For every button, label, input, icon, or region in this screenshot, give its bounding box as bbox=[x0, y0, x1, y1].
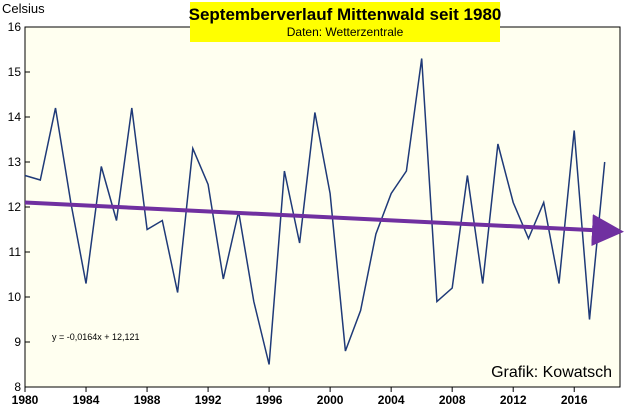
x-tick-label: 1984 bbox=[73, 393, 100, 407]
x-tick-label: 2000 bbox=[317, 393, 344, 407]
y-tick-label: 10 bbox=[8, 290, 22, 304]
title-box bbox=[190, 2, 500, 42]
y-tick-label: 14 bbox=[8, 110, 22, 124]
x-tick-label: 2012 bbox=[500, 393, 527, 407]
chart-title: Septemberverlauf Mittenwald seit 1980 bbox=[189, 5, 502, 24]
x-tick-label: 1996 bbox=[256, 393, 283, 407]
trendline-arrow bbox=[24, 200, 624, 247]
x-tick-label: 1980 bbox=[12, 393, 39, 407]
y-axis-label: Celsius bbox=[2, 1, 45, 16]
series-line bbox=[24, 58, 606, 365]
y-tick-label: 9 bbox=[14, 335, 21, 349]
trendline-layer bbox=[24, 200, 624, 247]
y-tick-label: 11 bbox=[9, 245, 22, 259]
x-axis-ticks: 1980 1984 1988 1992 1996 2000 2004 2008 2012 2016 bbox=[12, 387, 588, 407]
x-tick-label: 2016 bbox=[561, 393, 588, 407]
y-axis-ticks: 8 9 10 11 12 13 14 15 16 bbox=[8, 20, 30, 394]
y-tick-label: 12 bbox=[8, 200, 22, 214]
x-tick-label: 2004 bbox=[378, 393, 405, 407]
chart-credit: Grafik: Kowatsch bbox=[491, 364, 612, 381]
y-tick-label: 13 bbox=[8, 155, 22, 169]
y-tick-label: 8 bbox=[14, 380, 21, 394]
trend-equation: y = -0,0164x + 12,121 bbox=[52, 332, 140, 342]
x-tick-label: 1992 bbox=[195, 393, 222, 407]
y-tick-label: 16 bbox=[8, 20, 22, 34]
y-tick-label: 15 bbox=[8, 65, 22, 79]
x-tick-label: 2008 bbox=[439, 393, 466, 407]
x-tick-label: 1988 bbox=[134, 393, 161, 407]
series-layer bbox=[24, 58, 606, 365]
chart-subtitle: Daten: Wetterzentrale bbox=[287, 25, 404, 39]
